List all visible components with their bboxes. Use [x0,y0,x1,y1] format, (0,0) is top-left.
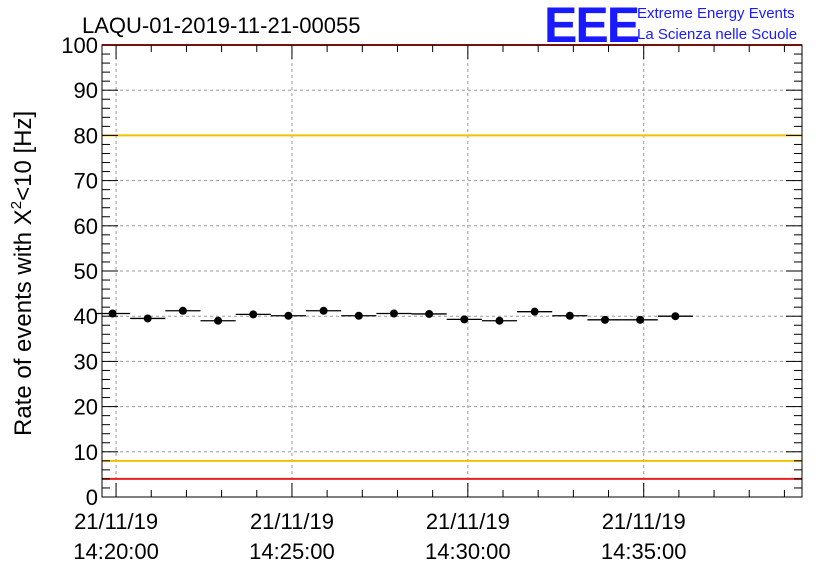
x-tick-date: 21/11/19 [602,509,686,534]
data-point [530,307,539,316]
data-point [565,311,574,320]
data-point [495,316,504,325]
y-tick-label: 30 [74,349,98,374]
reference-lines [102,44,802,480]
x-axis-ticks: 21/11/19 14:20:00 21/11/19 14:25:00 21/11/19… [73,45,785,564]
x-tick-time: 14:35:00 [601,539,687,564]
data-point [460,315,469,324]
brand-line-1: Extreme Energy Events [637,5,795,22]
data-point [319,306,328,315]
chart-title: LAQU-01-2019-11-21-00055 [82,13,360,38]
data-series [94,306,693,325]
x-tick-date: 21/11/19 [426,509,510,534]
y-axis-label: Rate of events with X2<10 [Hz] [8,111,37,436]
data-point [284,311,293,320]
x-tick-date: 21/11/19 [74,509,158,534]
x-tick-time: 14:30:00 [425,539,511,564]
y-axis-label-tail: <10 [Hz] [10,111,37,201]
y-tick-label: 50 [74,259,98,284]
y-tick-label: 60 [74,214,98,239]
data-point [143,314,152,323]
x-tick-time: 14:25:00 [249,539,335,564]
y-tick-label: 70 [74,169,98,194]
y-axis-label-sup: 2 [8,201,25,209]
y-tick-label: 10 [74,440,98,465]
y-tick-label: 100 [61,33,98,58]
data-point [601,315,610,324]
data-point [671,312,680,321]
y-axis-label-main: Rate of events with X [10,209,37,436]
x-tick-date: 21/11/19 [250,509,334,534]
data-point [389,309,398,318]
data-point [249,310,258,319]
y-tick-label: 90 [74,78,98,103]
grid [102,45,802,497]
data-point [214,316,223,325]
data-point [354,311,363,320]
data-point [178,306,187,315]
y-tick-label: 40 [74,304,98,329]
eee-logo: EEE Extreme Energy Events La Scienza nel… [544,0,797,53]
brand-line-2: La Scienza nelle Scuole [637,26,797,43]
y-tick-label: 20 [74,395,98,420]
data-point [425,309,434,318]
y-tick-label: 80 [74,123,98,148]
data-point [636,315,645,324]
data-point [108,309,117,318]
y-tick-label: 0 [86,485,98,510]
y-axis-ticks: 0 10 20 30 40 50 60 70 80 90 100 [61,33,802,510]
x-tick-time: 14:20:00 [73,539,159,564]
